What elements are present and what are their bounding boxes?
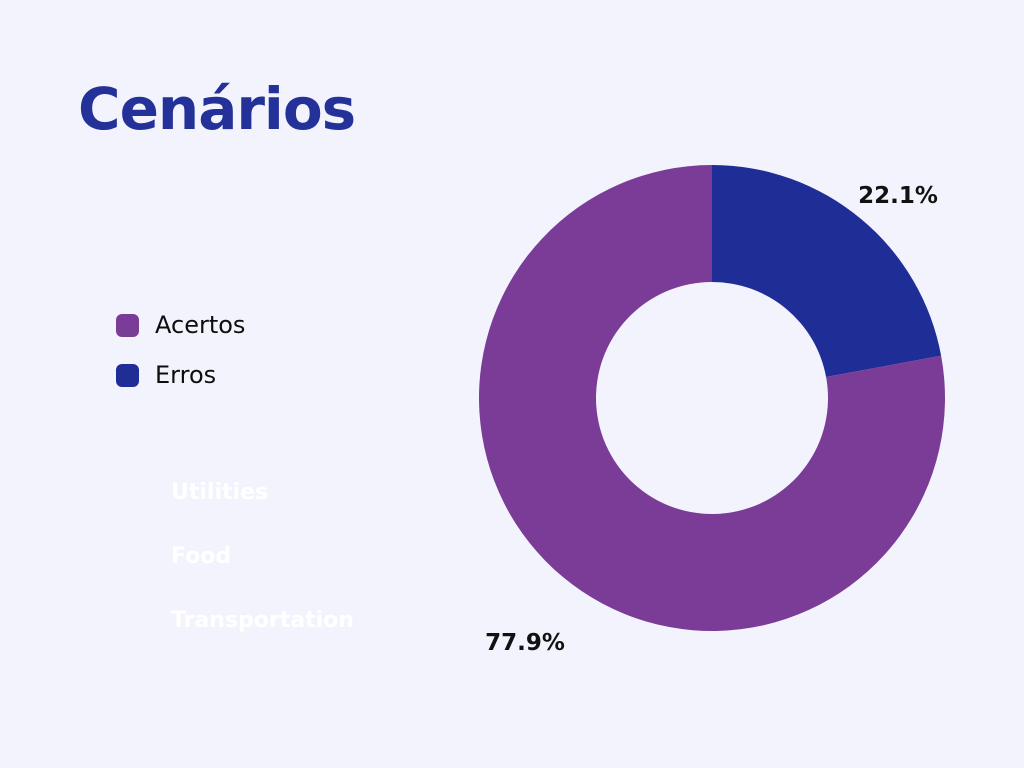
donut-data-labels: 77.9% 22.1% <box>485 183 938 656</box>
faded-labels: Utilities Food Transportation <box>171 478 354 670</box>
legend-item-acertos: Acertos <box>116 300 245 350</box>
slice-acertos <box>479 165 945 632</box>
faded-label-food: Food <box>171 544 232 569</box>
slice-erros <box>712 165 942 377</box>
legend-swatch-acertos <box>116 313 139 337</box>
legend-item-erros: Erros <box>116 350 245 400</box>
faded-label-transportation: Transportation <box>171 608 354 633</box>
legend-label-erros: Erros <box>155 361 217 389</box>
faded-label-utilities: Utilities <box>171 480 269 505</box>
page-title: Cenários <box>78 75 356 143</box>
legend-label-acertos: Acertos <box>155 311 246 339</box>
legend-swatch-erros <box>116 363 139 387</box>
donut-slices <box>479 165 945 632</box>
data-label-acertos: 77.9% <box>485 630 565 656</box>
data-label-erros: 22.1% <box>858 183 938 209</box>
chart-legend: Acertos Erros <box>116 300 245 400</box>
